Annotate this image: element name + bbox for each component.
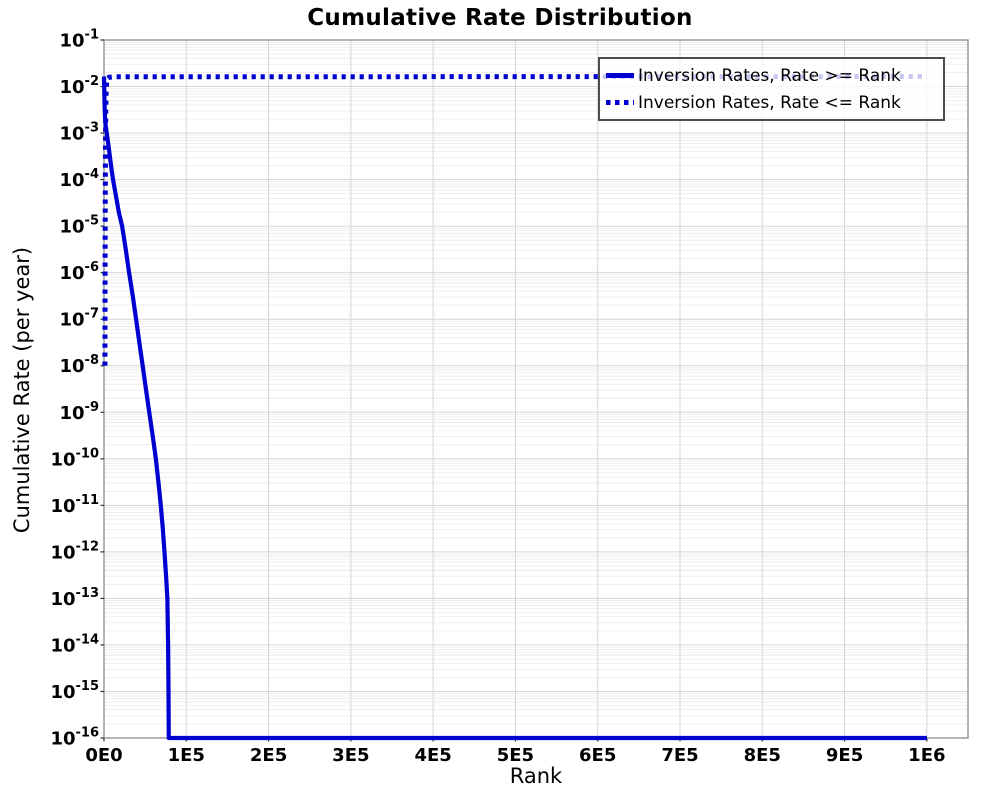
svg-text:0E0: 0E0: [85, 745, 122, 766]
svg-text:9E5: 9E5: [826, 745, 863, 766]
legend-label: Inversion Rates, Rate <= Rank: [638, 92, 901, 113]
x-axis-title: Rank: [509, 764, 563, 788]
legend-entry-rate-ge-rank: Inversion Rates, Rate >= Rank: [606, 62, 937, 89]
legend-label: Inversion Rates, Rate >= Rank: [638, 65, 901, 86]
svg-text:4E5: 4E5: [414, 745, 451, 766]
svg-text:10-1: 10-1: [59, 28, 99, 52]
svg-text:10-5: 10-5: [59, 214, 99, 238]
svg-text:10-11: 10-11: [50, 493, 99, 517]
legend: Inversion Rates, Rate >= Rank Inversion …: [598, 57, 945, 121]
svg-text:10-4: 10-4: [59, 167, 99, 191]
svg-text:10-6: 10-6: [59, 260, 99, 284]
series-line-dotted: [102, 74, 927, 366]
solid-line-sample-icon: [606, 73, 634, 78]
svg-text:1E5: 1E5: [168, 745, 205, 766]
svg-text:10-15: 10-15: [50, 679, 99, 703]
svg-text:5E5: 5E5: [497, 745, 534, 766]
y-axis-title: Cumulative Rate (per year): [10, 246, 34, 534]
svg-text:7E5: 7E5: [661, 745, 698, 766]
svg-text:10-14: 10-14: [50, 632, 99, 656]
svg-text:8E5: 8E5: [744, 745, 781, 766]
svg-text:10-10: 10-10: [50, 446, 99, 470]
svg-text:10-12: 10-12: [50, 539, 99, 563]
svg-text:10-16: 10-16: [50, 726, 99, 750]
x-tick-labels: 0E0 1E5 2E5 3E5 4E5 5E5 6E5 7E5 8E5 9E5 1E6: [85, 745, 945, 766]
plot-border: [103, 39, 969, 739]
tick-marks: [100, 39, 928, 742]
svg-text:10-13: 10-13: [50, 586, 99, 610]
svg-text:10-3: 10-3: [59, 121, 99, 145]
plot-area: 0E0 1E5 2E5 3E5 4E5 5E5 6E5 7E5 8E5 9E5 1E610-110-…: [50, 28, 969, 766]
legend-entry-rate-le-rank: Inversion Rates, Rate <= Rank: [606, 89, 937, 116]
dotted-line-sample-icon: [606, 100, 634, 105]
svg-text:6E5: 6E5: [579, 745, 616, 766]
chart-title: Cumulative Rate Distribution: [307, 5, 693, 31]
svg-text:10-9: 10-9: [59, 400, 99, 424]
svg-text:2E5: 2E5: [250, 745, 287, 766]
y-tick-labels: 10-1 10-2 10-3 10-4 10-5 10-6 10-7 10-8 10-9 10-1…: [50, 28, 99, 750]
svg-text:3E5: 3E5: [332, 745, 369, 766]
svg-text:1E6: 1E6: [908, 745, 945, 766]
gridlines-minor: [104, 41, 968, 725]
svg-text:10-8: 10-8: [59, 353, 99, 377]
svg-text:10-7: 10-7: [59, 307, 99, 331]
gridlines-major: [103, 39, 968, 739]
svg-text:10-2: 10-2: [59, 74, 99, 98]
